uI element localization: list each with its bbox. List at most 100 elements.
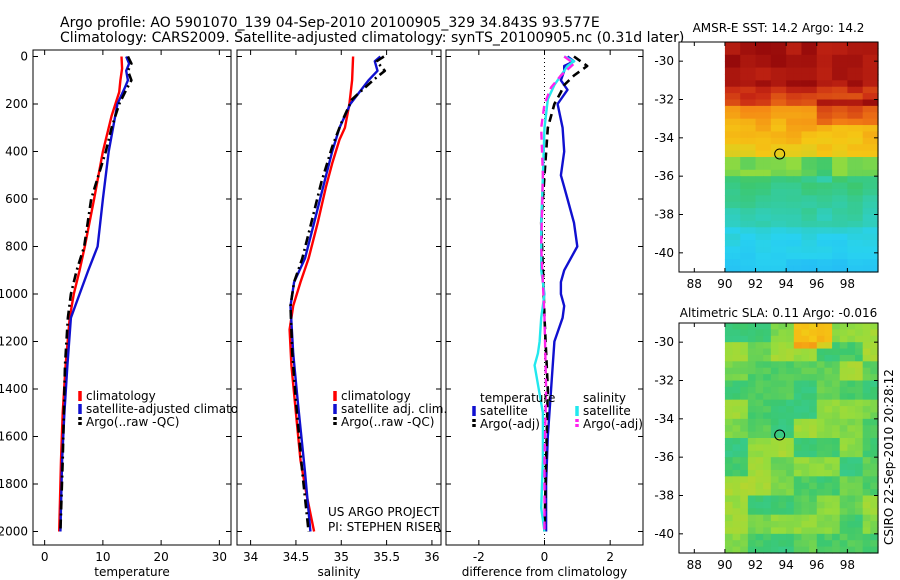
map-cell (824, 514, 833, 522)
map-cell (755, 431, 764, 439)
map-cell (862, 208, 871, 216)
map-cell (855, 361, 864, 369)
legend-label: satellite adj. clim. (341, 402, 447, 416)
map-cell (763, 489, 772, 497)
map-cell (747, 508, 757, 516)
y-tick-label: -38 (654, 208, 674, 222)
map-cell (862, 220, 871, 228)
map-cell (740, 438, 749, 445)
map-cell (778, 99, 787, 107)
map-cell (755, 86, 764, 94)
map-cell (778, 527, 787, 535)
map-cell (793, 342, 803, 350)
map-cell (724, 125, 734, 133)
map-cell (855, 144, 864, 152)
map-cell (755, 469, 764, 477)
map-cell (778, 514, 787, 522)
map-cell (847, 329, 856, 337)
map-cell (763, 450, 772, 458)
map-cell (862, 386, 871, 394)
map-cell (778, 233, 787, 241)
map-cell (732, 495, 741, 503)
map-cell (839, 112, 848, 120)
map-cell (824, 323, 833, 330)
map-cell (832, 508, 841, 516)
map-cell (732, 374, 741, 382)
map-cell (809, 105, 818, 113)
map-cell (870, 329, 879, 337)
map-cell (832, 438, 841, 445)
map-cell (801, 508, 810, 516)
map-cell (870, 252, 879, 260)
map-cell (786, 208, 795, 216)
map-cell (740, 73, 749, 81)
figure-title-line1: Argo profile: AO 5901070_139 04-Sep-2010… (60, 15, 600, 31)
legend-label: Argo(-adj) (583, 417, 643, 431)
map-cell (862, 476, 871, 484)
map-cell (763, 508, 772, 516)
map-cell (816, 42, 826, 49)
map-cell (809, 61, 818, 69)
map-cell (832, 169, 841, 177)
map-cell (732, 163, 741, 171)
map-cell (740, 431, 749, 439)
map-cell (740, 233, 749, 241)
map-cell (847, 482, 856, 490)
map-cell (770, 93, 780, 101)
map-cell (809, 73, 818, 81)
legend-heading: temperature (480, 391, 555, 405)
map-cell (732, 540, 741, 548)
map-cell (839, 450, 848, 458)
map-cell (740, 265, 749, 273)
map-cell (832, 99, 841, 107)
map-cell (801, 195, 810, 203)
map-cell (862, 527, 871, 535)
map-cell (870, 508, 879, 516)
map-cell (747, 195, 757, 203)
map-cell (724, 137, 734, 145)
legend-label: climatology (86, 389, 156, 403)
map-cell (855, 546, 864, 554)
map-cell (778, 73, 787, 81)
map-cell (839, 431, 848, 439)
map-cell (786, 42, 795, 49)
y-tick-label: 1200 (0, 335, 28, 349)
map-cell (740, 157, 749, 164)
map-cell (755, 144, 764, 152)
map-cell (809, 476, 818, 484)
map-cell (847, 233, 856, 241)
map-cell (870, 61, 879, 69)
map-cell (832, 533, 841, 541)
map-cell (724, 367, 734, 375)
map-cell (847, 220, 856, 228)
map-border (678, 41, 879, 273)
map-cell (770, 220, 780, 228)
map-cell (870, 169, 879, 177)
map-cell (778, 412, 787, 420)
map-cell (847, 195, 856, 203)
map-cell (747, 144, 757, 152)
map-cell (870, 335, 879, 343)
map-cell (816, 457, 826, 465)
map-cell (747, 540, 757, 548)
map-cell (747, 240, 757, 248)
map-cell (755, 323, 764, 330)
map-cell (855, 476, 864, 484)
map-cell (809, 252, 818, 260)
map-cell (862, 67, 871, 75)
map-cell (778, 80, 787, 88)
map-cell (755, 489, 764, 497)
map-cell (747, 425, 757, 433)
map-cell (755, 533, 764, 541)
map-cell (832, 469, 841, 477)
map-cell (847, 521, 856, 529)
map-cell (732, 361, 741, 369)
x-tick-label: 96 (809, 277, 824, 291)
map-cell (747, 431, 757, 439)
map-cell (755, 495, 764, 503)
map-cell (809, 546, 818, 554)
map-cell (786, 220, 795, 228)
map-cell (839, 463, 848, 471)
map-cell (732, 380, 741, 388)
map-cell (832, 450, 841, 458)
